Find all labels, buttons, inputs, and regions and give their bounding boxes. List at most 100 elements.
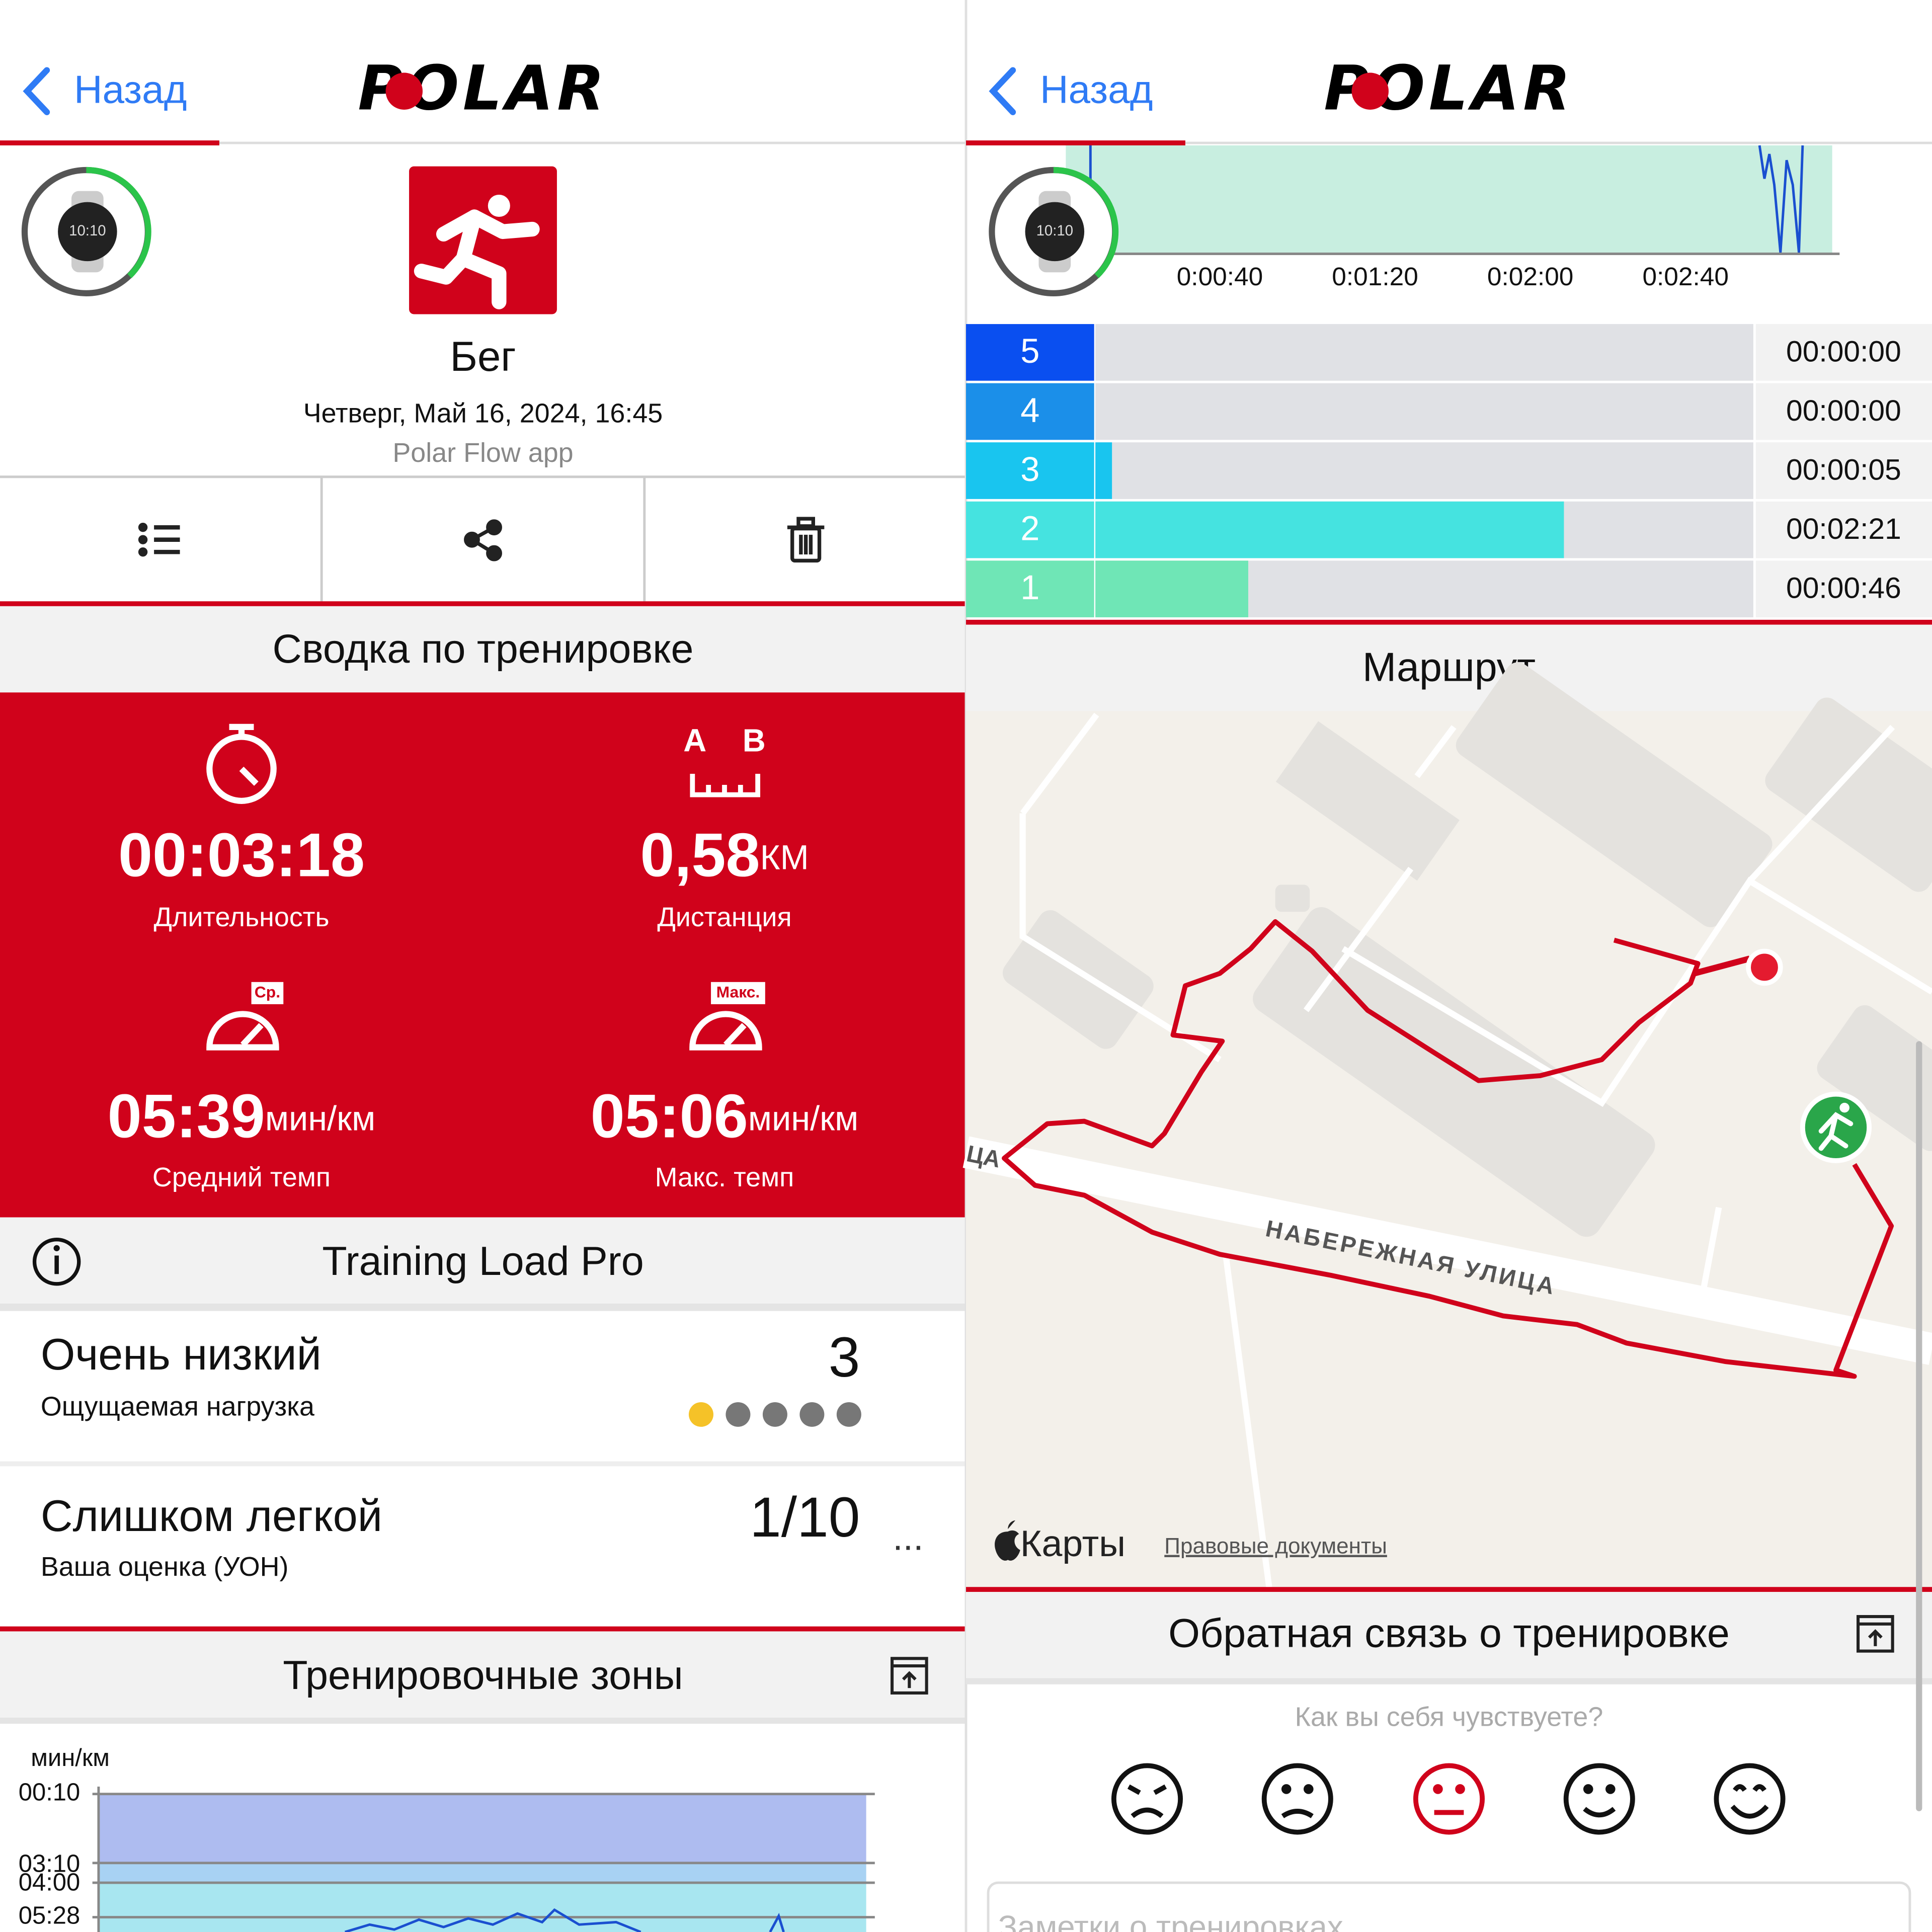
path-shape (1818, 1112, 1854, 1151)
face-very-happy[interactable] (1714, 1763, 1786, 1835)
feedback-export-button[interactable] (1857, 1615, 1894, 1653)
circle-shape (58, 202, 117, 262)
time-tick: 0:02:40 (1642, 262, 1729, 291)
list-button[interactable] (138, 522, 180, 557)
pace-tick: 05:28 (19, 1902, 80, 1929)
rect-shape (1857, 1615, 1894, 1653)
rect-shape (1275, 721, 1460, 881)
rect-shape (966, 1592, 1932, 1678)
circle-shape (53, 1245, 60, 1251)
rpe-title: Слишком легкой (41, 1491, 382, 1541)
circle-shape (1025, 202, 1085, 262)
path-shape (1730, 1804, 1769, 1819)
zone-time-cell (1755, 560, 1932, 617)
feeling-question: Как вы себя чувствуете? (1295, 1702, 1603, 1732)
zone-number: 4 (1020, 391, 1039, 430)
path-shape (1583, 1807, 1616, 1818)
avg-pace-value: 05:39 (108, 1082, 265, 1151)
rpe-subtitle: Ваша оценка (УОН) (41, 1552, 289, 1582)
time-tick: 0:00:40 (1177, 262, 1263, 291)
start-marker (1800, 1091, 1872, 1163)
delete-button[interactable] (787, 517, 825, 562)
duration-label: Длительность (153, 902, 329, 932)
watch-icon: 10:10 (21, 167, 151, 296)
face-neutral[interactable] (1413, 1763, 1485, 1835)
info-button[interactable] (32, 1238, 81, 1286)
rect-shape (0, 606, 966, 693)
pace-tick: 03:10 (19, 1850, 80, 1878)
feedback-title: Обратная связь о тренировке (1168, 1611, 1730, 1656)
circle-shape (836, 1402, 861, 1427)
rect-shape (711, 982, 765, 1004)
rect-shape (891, 1657, 928, 1695)
share-button[interactable] (464, 519, 502, 561)
right-panel: Назад POLAR 0:00:40 0:01:20 0:02:00 0:02… (962, 52, 1932, 1932)
circle-shape (1605, 1784, 1616, 1794)
path-shape (1733, 1784, 1767, 1792)
path-shape (989, 67, 1016, 115)
path-shape (436, 209, 540, 242)
zone-time-cell (1755, 324, 1932, 381)
path-shape (1127, 1784, 1167, 1795)
circle-shape (1563, 1763, 1635, 1835)
back-button[interactable]: Назад (989, 67, 1153, 115)
avg-pace-label: Средний темп (152, 1162, 331, 1192)
line-shape (239, 766, 259, 786)
maps-label: Карты (1020, 1522, 1125, 1564)
pace-tick: 04:00 (19, 1869, 80, 1896)
left-panel: Назад POLAR 10:10 Бег Четверг, Май 16, 2… (0, 52, 966, 1932)
watch-time: 10:10 (69, 222, 106, 239)
circle-shape (486, 545, 502, 561)
rect-shape (0, 1631, 966, 1718)
circle-shape (1714, 1763, 1786, 1835)
back-label[interactable]: Назад (74, 67, 187, 111)
max-gauge-icon (689, 1011, 762, 1051)
face-happy[interactable] (1563, 1763, 1635, 1835)
path-shape (1693, 955, 1751, 977)
path-shape (902, 1671, 917, 1688)
circle-shape (138, 535, 148, 544)
circle-shape (32, 1238, 81, 1286)
rect-shape (0, 1217, 966, 1304)
circle-shape (138, 522, 148, 532)
pace-line (345, 1908, 785, 1932)
rect-shape (0, 1304, 966, 1311)
notes-placeholder: Заметки о тренировках (998, 1909, 1343, 1932)
zone-time-cell (1755, 442, 1932, 499)
circle-shape (1413, 1763, 1485, 1835)
map[interactable]: НАБЕРЕЖНАЯ УЛИЦА ЦА Карты Правовые докум… (962, 658, 1932, 1588)
zone-time: 00:00:00 (1786, 335, 1901, 368)
distance-value: 0,58 (640, 821, 760, 890)
zone-label-cell (966, 383, 1094, 440)
zone-number: 1 (1020, 568, 1039, 607)
zone-label-cell (966, 501, 1094, 558)
route-line (1002, 919, 1894, 1379)
rect-shape (1765, 697, 1932, 892)
back-label[interactable]: Назад (1040, 67, 1153, 111)
zone-bar (1095, 560, 1248, 617)
circle-shape (1281, 1784, 1292, 1794)
circle-shape (1583, 1784, 1593, 1794)
avg-badge: Ср. (255, 983, 280, 1001)
time-tick: 0:02:00 (1487, 262, 1574, 291)
stopwatch-icon (206, 723, 277, 804)
rect-shape (1275, 884, 1310, 912)
pace-tick: 00:10 (19, 1779, 80, 1806)
zones-export-button[interactable] (891, 1657, 928, 1695)
path-shape (456, 209, 507, 309)
zone-time-cell (1755, 501, 1932, 558)
path-shape (86, 167, 151, 278)
rpe-more[interactable]: ... (893, 1516, 923, 1558)
back-button[interactable]: Назад (23, 67, 187, 115)
zone-track (1095, 324, 1753, 381)
notes-input[interactable] (987, 1881, 1911, 1932)
face-sad[interactable] (1261, 1763, 1333, 1835)
face-very-sad[interactable] (1111, 1763, 1183, 1835)
rect-shape (966, 1678, 1932, 1684)
avg-gauge-icon (206, 1011, 279, 1051)
legal-link[interactable]: Правовые документы (1164, 1534, 1387, 1559)
path-shape (414, 251, 471, 285)
path-shape (962, 1136, 1932, 1365)
zone-number: 2 (1020, 509, 1039, 548)
circle-shape (762, 1402, 787, 1427)
